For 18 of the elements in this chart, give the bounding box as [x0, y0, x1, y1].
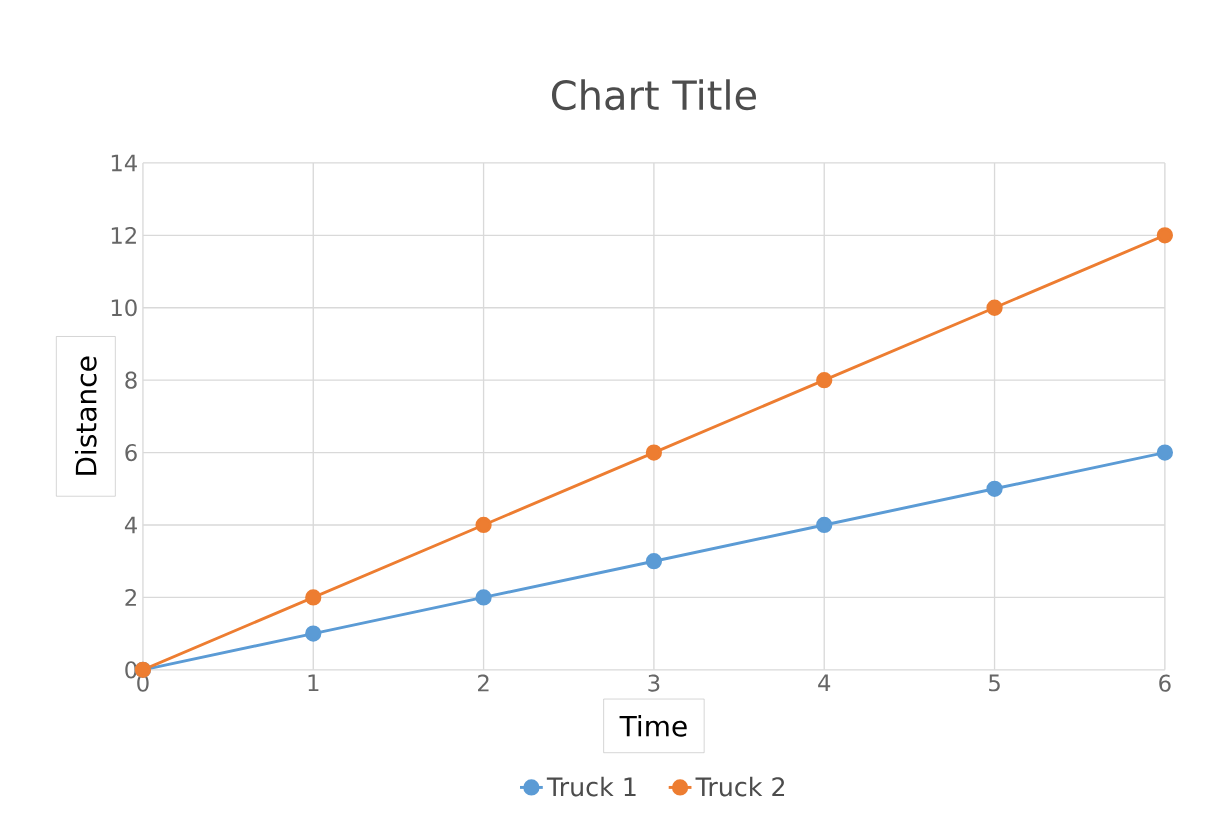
x-tick-label: 6 — [1159, 674, 1171, 692]
y-tick-label: 10 — [111, 299, 137, 317]
x-tick-label: 4 — [818, 674, 831, 692]
y-tick-label: 4 — [124, 516, 137, 534]
chart-title: Chart Title — [551, 79, 756, 111]
x-tick-label: 1 — [308, 674, 319, 692]
y-tick-label: 6 — [125, 444, 137, 462]
x-tick-label: 3 — [648, 674, 660, 692]
y-axis-title: Distance — [75, 356, 97, 475]
legend-label: Truck 1 — [546, 776, 636, 797]
y-tick-label: 12 — [111, 226, 136, 244]
y-tick-label: 2 — [125, 589, 136, 606]
x-axis-title: Time — [619, 715, 687, 737]
y-tick-label: 8 — [125, 371, 137, 389]
legend-label: Truck 2 — [695, 776, 785, 797]
x-tick-label: 2 — [478, 674, 489, 692]
y-tick-label: 14 — [111, 154, 137, 172]
x-tick-label: 5 — [989, 674, 1000, 692]
